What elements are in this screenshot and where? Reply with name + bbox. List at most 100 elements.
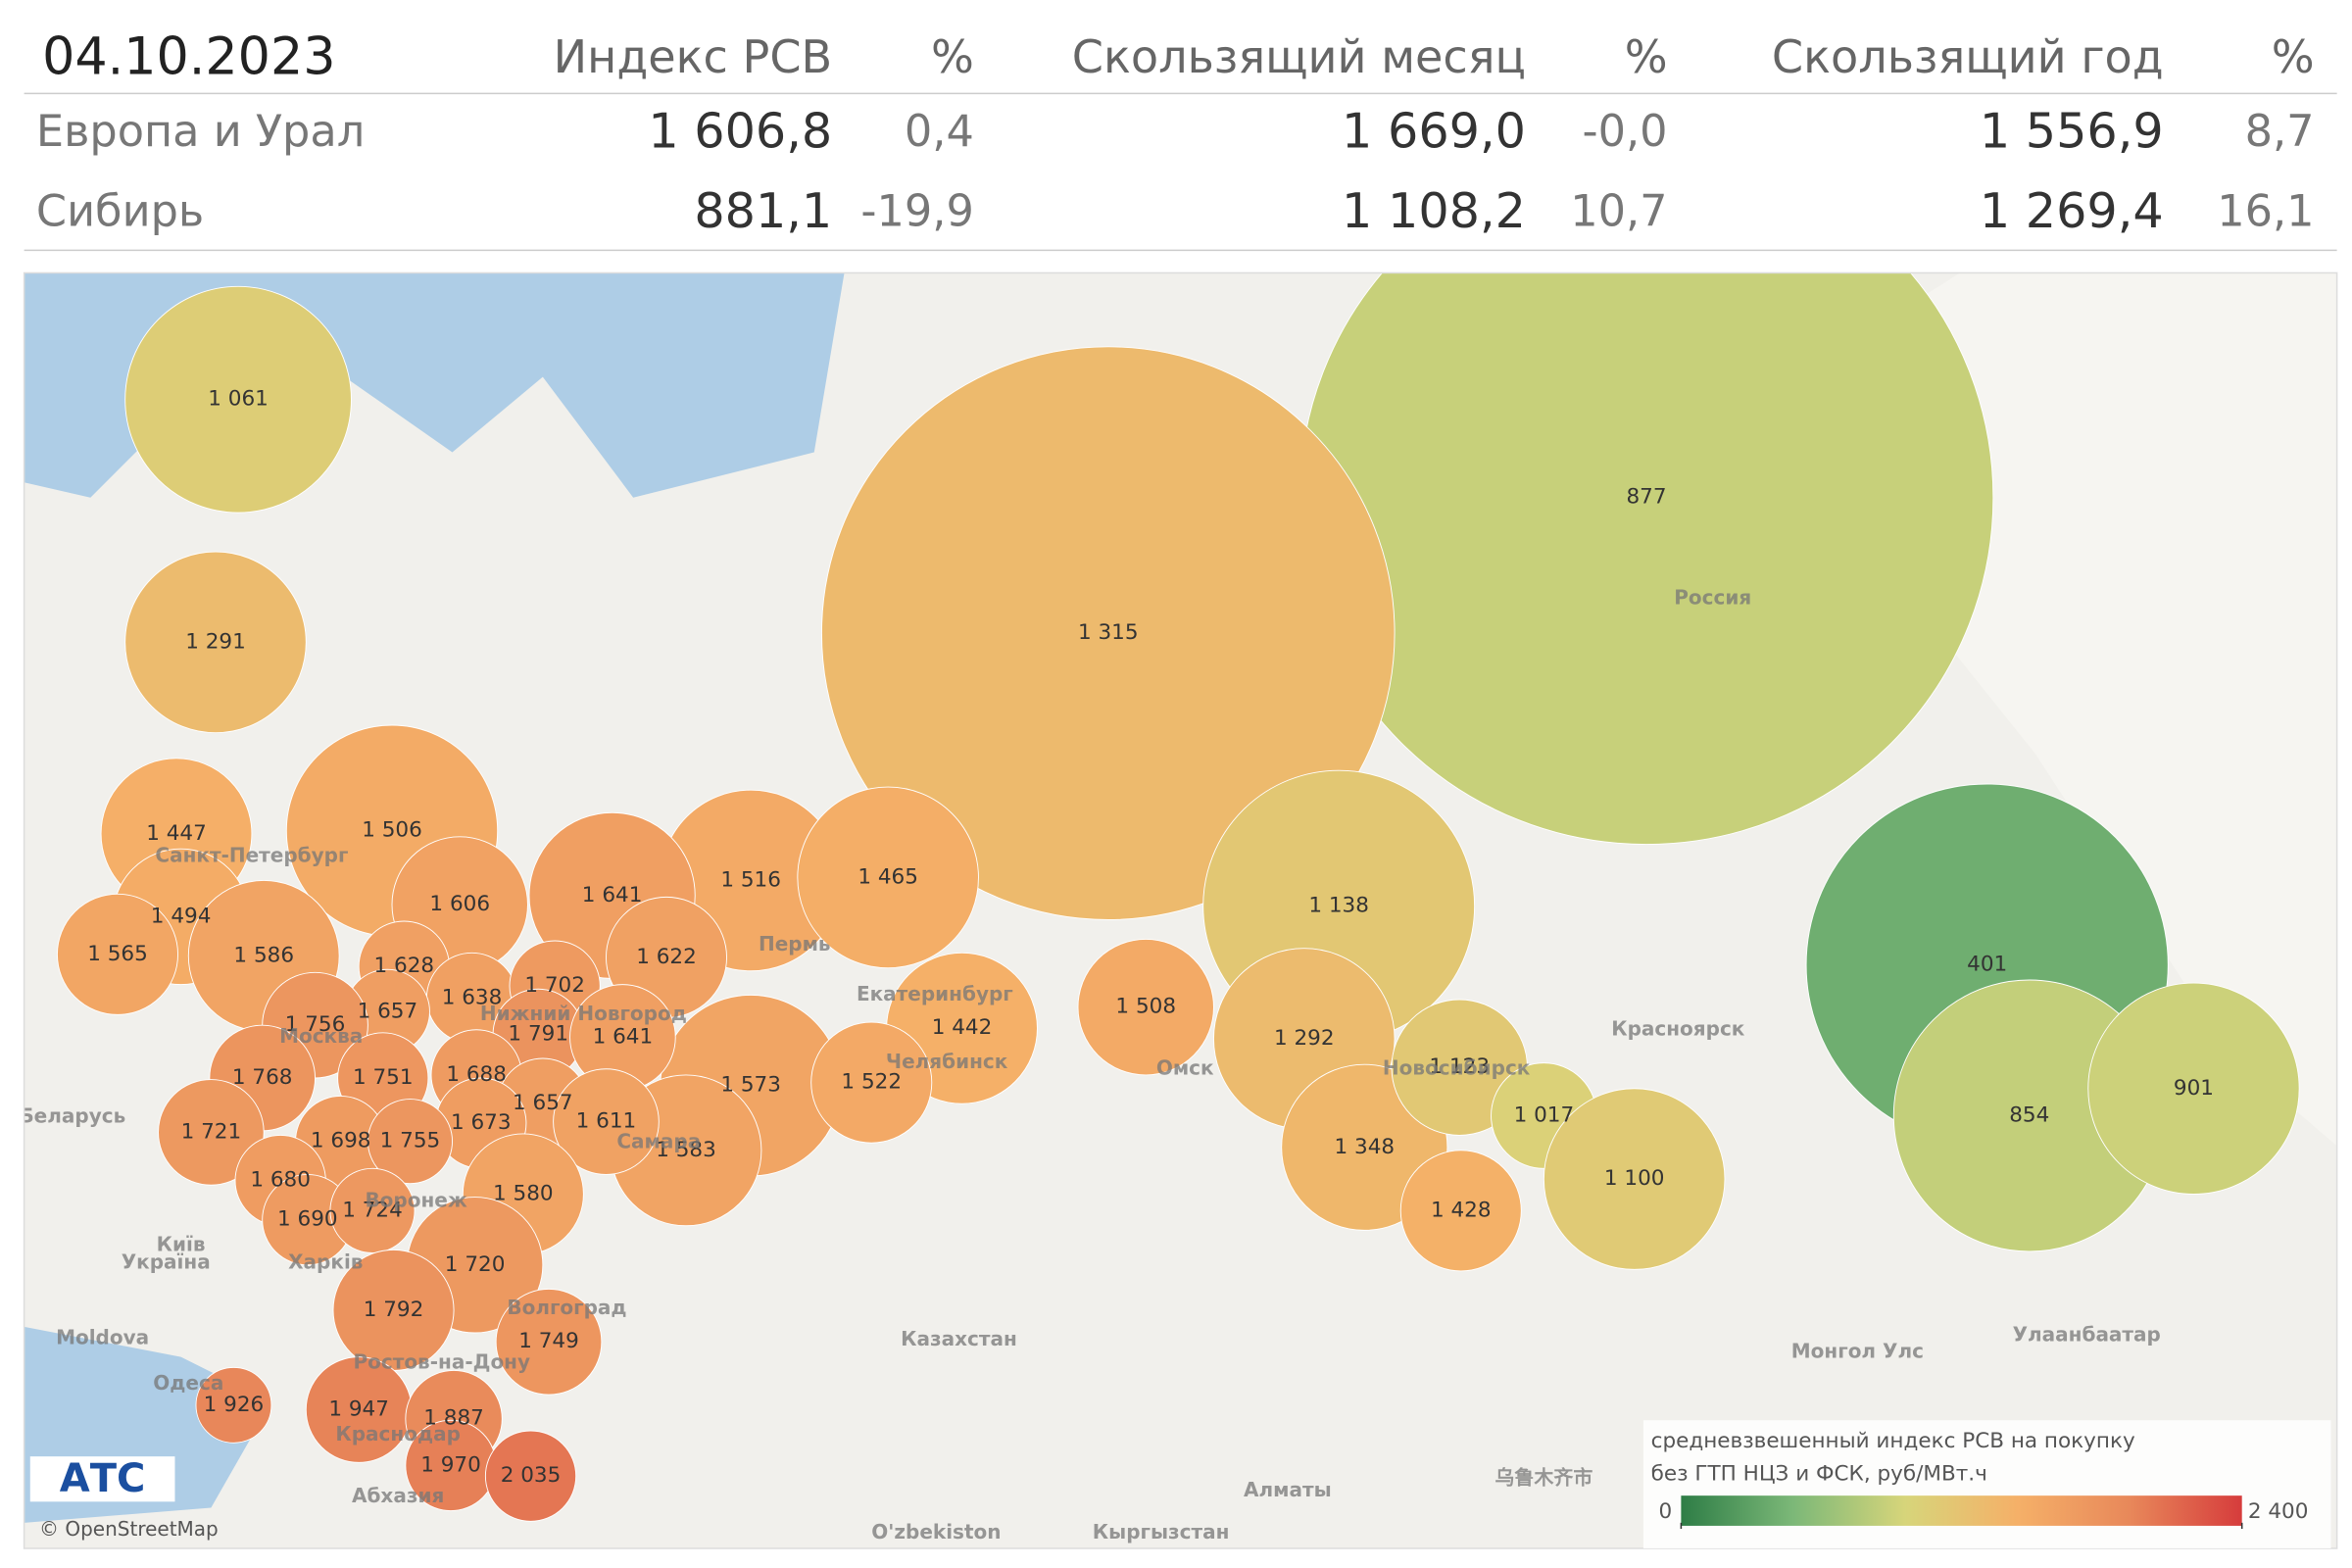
place-name: Воронеж — [365, 1189, 466, 1212]
region — [124, 285, 352, 514]
percent-value: 16,1 — [2217, 185, 2314, 236]
region-value: 1 755 — [380, 1129, 441, 1153]
logo: АТС — [60, 1456, 146, 1501]
legend-box — [1642, 1420, 2331, 1548]
region-value: 1 721 — [181, 1119, 242, 1144]
place-name: O'zbekiston — [871, 1520, 1001, 1544]
land — [1914, 272, 2337, 1147]
region — [553, 1068, 660, 1175]
region-value: 1 673 — [451, 1110, 512, 1135]
region — [1077, 939, 1214, 1076]
index-value: 1 606,8 — [648, 102, 832, 159]
region-value: 1 123 — [1429, 1054, 1490, 1079]
region-value: 1 580 — [493, 1181, 554, 1205]
attribution: © OpenStreetMap — [39, 1517, 219, 1541]
row-label: Сибирь — [36, 185, 204, 236]
region-value: 1 100 — [1604, 1166, 1665, 1191]
place-name: Екатеринбург — [857, 982, 1013, 1005]
region — [1399, 1150, 1522, 1272]
place-name: Нижний Новгород — [480, 1002, 687, 1025]
region-value: 1 017 — [1514, 1102, 1575, 1127]
column-header: Скользящий месяц — [1072, 30, 1526, 83]
place-name: Улаанбаатар — [2013, 1323, 2161, 1347]
region-value: 2 035 — [501, 1463, 562, 1488]
place-name: Харків — [288, 1250, 363, 1274]
place-name: Абхазия — [352, 1484, 444, 1507]
region — [367, 1099, 454, 1185]
index-value: 1 269,4 — [1980, 182, 2164, 239]
region-value: 1 792 — [364, 1298, 424, 1322]
index-value: 881,1 — [694, 182, 832, 239]
legend-title: без ГТП НЦЗ и ФСК, руб/МВт.ч — [1651, 1462, 1987, 1487]
region-value: 1 768 — [232, 1065, 293, 1090]
region-value: 1 506 — [362, 818, 422, 843]
place-name: Москва — [279, 1024, 363, 1048]
region-value: 1 138 — [1308, 894, 1369, 918]
region — [124, 551, 307, 734]
logo-box — [29, 1456, 175, 1502]
region-value: 1 622 — [636, 945, 697, 969]
place-name: Новосибирск — [1383, 1055, 1531, 1079]
region-value: 1 688 — [446, 1062, 507, 1087]
place-name: Самара — [616, 1130, 701, 1153]
index-value: 1 556,9 — [1980, 102, 2164, 159]
region-value: 1 698 — [311, 1129, 371, 1153]
place-name: Волгоград — [507, 1296, 626, 1319]
date: 04.10.2023 — [42, 27, 335, 87]
map: 877 1 315 401 854 901 1 291 1 061 1 138 1 292 1 3… — [24, 272, 2337, 1548]
place-name: Краснодар — [335, 1422, 461, 1446]
column-header: Индекс РСВ — [554, 30, 833, 83]
region — [57, 893, 178, 1015]
region-value: 1 724 — [342, 1198, 403, 1222]
place-name: Україна — [122, 1250, 211, 1274]
index-value: 1 108,2 — [1342, 182, 1526, 239]
region-value: 1 508 — [1115, 995, 1176, 1019]
region-value: 1 583 — [656, 1138, 716, 1162]
region-value: 1 690 — [277, 1207, 338, 1232]
place-name: Алматы — [1244, 1478, 1332, 1501]
region — [821, 346, 1396, 920]
legend-tick-label: 2 400 — [2248, 1499, 2309, 1524]
region-value: 1 611 — [576, 1109, 637, 1134]
regions: 877 1 315 401 854 901 1 291 1 061 1 138 1 292 1 3… — [24, 272, 2300, 1544]
region-value: 1 749 — [518, 1329, 579, 1353]
place-name: 乌鲁木齐市 — [1494, 1466, 1592, 1490]
region — [1543, 1088, 1726, 1270]
region-value: 1 291 — [185, 629, 246, 654]
region-value: 1 751 — [353, 1065, 414, 1090]
region-value: 1 926 — [204, 1393, 265, 1417]
region-value: 1 606 — [429, 892, 490, 916]
percent-value: 10,7 — [1570, 185, 1667, 236]
percent-value: -19,9 — [860, 185, 973, 236]
percent-value: 8,7 — [2245, 106, 2315, 157]
place-name: Пермь — [759, 932, 831, 956]
column-header: % — [1625, 30, 1668, 83]
legend-bar — [1681, 1495, 2242, 1526]
region-value: 1 628 — [374, 954, 435, 978]
place-name: Одеса — [153, 1371, 223, 1395]
region-value: 1 641 — [582, 883, 643, 907]
map-frame — [23, 271, 2338, 1549]
column-header: % — [2272, 30, 2315, 83]
region-value: 854 — [2009, 1102, 2049, 1127]
region-value: 1 657 — [513, 1091, 573, 1115]
region-value: 1 947 — [328, 1396, 389, 1421]
region-value: 1 442 — [932, 1015, 993, 1040]
row-label: Европа и Урал — [36, 106, 365, 157]
legend-tick-label: 0 — [1658, 1499, 1672, 1524]
place-name: Омск — [1156, 1055, 1214, 1079]
place-name: Санкт-Петербург — [155, 843, 348, 866]
legend-title: средневзвешенный индекс РСВ на покупку — [1651, 1429, 2135, 1453]
region-value: 1 522 — [841, 1070, 902, 1095]
region — [797, 786, 979, 969]
region-value: 1 061 — [208, 387, 269, 412]
column-header: Скользящий год — [1772, 30, 2164, 83]
percent-value: -0,0 — [1582, 106, 1667, 157]
region-value: 1 565 — [87, 942, 148, 966]
region-value: 1 680 — [250, 1168, 311, 1193]
region-value: 1 641 — [593, 1024, 654, 1049]
region-value: 1 586 — [233, 943, 294, 967]
region-value: 1 887 — [423, 1406, 484, 1431]
region-value: 1 494 — [151, 904, 212, 928]
